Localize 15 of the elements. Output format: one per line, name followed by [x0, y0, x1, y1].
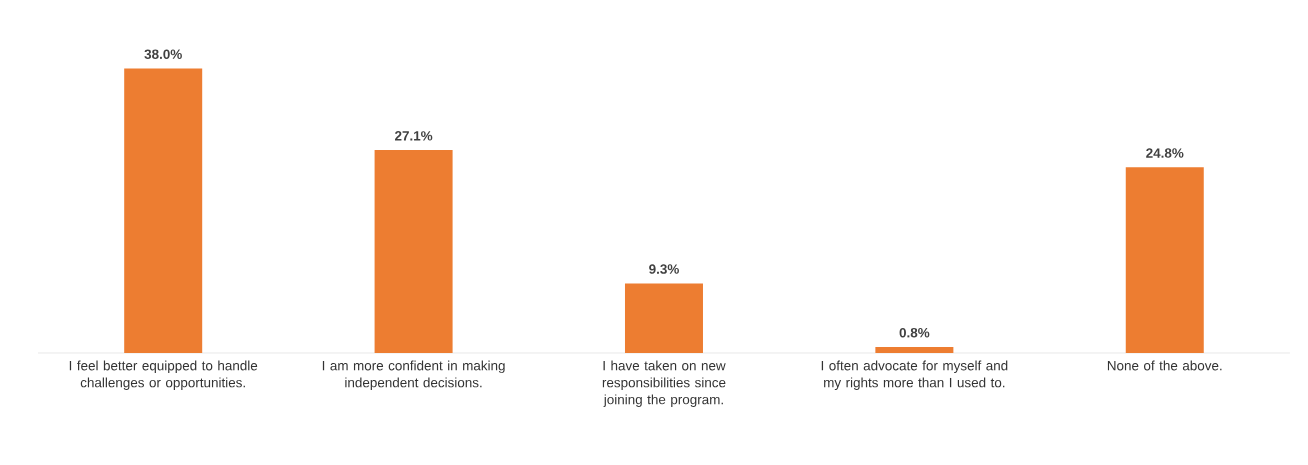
data-label: 24.8%: [1146, 148, 1184, 158]
data-label: 27.1%: [394, 131, 433, 141]
data-label: 38.0%: [144, 49, 182, 59]
bar: [875, 347, 954, 353]
bar: [374, 150, 453, 353]
x-tick-label: I have taken on new responsibilities since joining the program.: [602, 360, 726, 407]
data-label: 9.3%: [649, 264, 679, 274]
data-label: 0.8%: [899, 327, 930, 338]
x-tick-label: I often advocate for myself and my rights more than I used to.: [821, 360, 1008, 390]
bar: [624, 283, 703, 353]
bar: [124, 68, 203, 353]
x-tick-label: I am more confident in making independent decisions.: [322, 360, 505, 390]
bar: [1125, 167, 1204, 353]
x-tick-label: I feel better equipped to handle challenges or opportunities.: [69, 360, 258, 390]
x-tick-label: None of the above.: [1107, 360, 1222, 371]
